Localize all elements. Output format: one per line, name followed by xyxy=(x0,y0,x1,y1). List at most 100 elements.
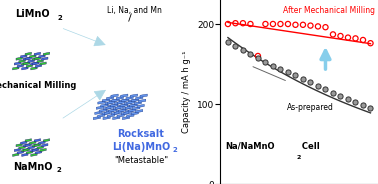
Polygon shape xyxy=(43,139,50,142)
Polygon shape xyxy=(95,111,102,114)
Polygon shape xyxy=(16,144,22,147)
Polygon shape xyxy=(28,59,34,63)
Polygon shape xyxy=(12,67,19,70)
Polygon shape xyxy=(116,109,123,113)
Polygon shape xyxy=(25,52,31,55)
Polygon shape xyxy=(42,57,48,60)
Polygon shape xyxy=(124,111,131,114)
Polygon shape xyxy=(39,141,45,144)
Polygon shape xyxy=(22,153,28,156)
Polygon shape xyxy=(37,59,43,63)
Point xyxy=(338,35,344,38)
Polygon shape xyxy=(111,94,118,97)
Point xyxy=(270,22,276,25)
Polygon shape xyxy=(131,99,139,102)
Polygon shape xyxy=(23,144,30,147)
Polygon shape xyxy=(23,62,30,65)
Polygon shape xyxy=(124,101,132,105)
Point xyxy=(315,25,321,28)
Polygon shape xyxy=(28,146,34,149)
Polygon shape xyxy=(120,104,127,107)
Polygon shape xyxy=(17,64,23,68)
Point xyxy=(300,23,306,26)
Text: 2: 2 xyxy=(297,155,301,160)
Polygon shape xyxy=(109,99,117,102)
Y-axis label: Capacity / mA h g⁻¹: Capacity / mA h g⁻¹ xyxy=(182,51,191,133)
Polygon shape xyxy=(135,109,143,113)
Polygon shape xyxy=(43,52,50,55)
Polygon shape xyxy=(93,116,101,120)
Polygon shape xyxy=(98,114,105,117)
Polygon shape xyxy=(112,99,119,102)
Polygon shape xyxy=(116,106,123,109)
Polygon shape xyxy=(33,62,39,65)
Polygon shape xyxy=(123,107,130,110)
Polygon shape xyxy=(131,112,138,115)
Polygon shape xyxy=(101,104,108,107)
Polygon shape xyxy=(19,146,25,149)
Polygon shape xyxy=(114,111,121,114)
Polygon shape xyxy=(126,96,133,100)
Point xyxy=(300,78,306,81)
Point xyxy=(293,23,299,26)
Polygon shape xyxy=(33,57,39,60)
Polygon shape xyxy=(31,62,37,65)
Polygon shape xyxy=(137,104,144,108)
Text: Li(Na)MnO: Li(Na)MnO xyxy=(112,142,170,152)
Polygon shape xyxy=(99,109,107,112)
Text: Cell: Cell xyxy=(299,142,320,151)
Polygon shape xyxy=(140,94,147,97)
Point xyxy=(307,24,313,27)
Polygon shape xyxy=(42,144,48,147)
Polygon shape xyxy=(25,139,31,142)
Polygon shape xyxy=(133,107,140,110)
Polygon shape xyxy=(109,109,116,112)
Polygon shape xyxy=(126,109,133,113)
Point xyxy=(262,22,268,25)
Point xyxy=(248,53,254,56)
Polygon shape xyxy=(33,144,39,147)
Polygon shape xyxy=(102,99,110,102)
Polygon shape xyxy=(34,57,40,60)
Polygon shape xyxy=(112,112,119,115)
Polygon shape xyxy=(118,104,125,108)
Polygon shape xyxy=(105,101,112,105)
Polygon shape xyxy=(117,101,124,104)
Point xyxy=(360,38,366,41)
Polygon shape xyxy=(31,153,37,156)
Polygon shape xyxy=(113,107,121,110)
Polygon shape xyxy=(119,99,126,102)
Text: 2: 2 xyxy=(56,167,61,174)
Polygon shape xyxy=(127,114,134,117)
Point xyxy=(367,107,373,109)
Text: 2: 2 xyxy=(172,147,177,153)
Point xyxy=(240,49,246,52)
Polygon shape xyxy=(14,62,21,65)
Point xyxy=(307,81,313,84)
Polygon shape xyxy=(40,62,46,65)
Point xyxy=(262,60,268,63)
Polygon shape xyxy=(106,106,113,109)
Point xyxy=(330,33,336,36)
Polygon shape xyxy=(26,151,33,154)
Point xyxy=(232,22,239,25)
Point xyxy=(315,84,321,87)
Text: "Metastable": "Metastable" xyxy=(114,156,168,165)
Polygon shape xyxy=(29,55,36,58)
Polygon shape xyxy=(108,104,115,108)
Point xyxy=(270,64,276,67)
Polygon shape xyxy=(34,139,40,142)
Text: 2: 2 xyxy=(57,15,62,21)
Polygon shape xyxy=(104,111,112,114)
Polygon shape xyxy=(29,141,36,144)
Polygon shape xyxy=(110,104,118,107)
Polygon shape xyxy=(102,112,109,115)
Polygon shape xyxy=(25,57,31,60)
Polygon shape xyxy=(37,146,43,149)
Text: Rocksalt: Rocksalt xyxy=(118,129,164,139)
Text: Mechanical Milling: Mechanical Milling xyxy=(0,81,77,90)
Text: Na/NaMnO: Na/NaMnO xyxy=(225,142,275,151)
Point xyxy=(352,37,358,40)
Point xyxy=(285,70,291,73)
Polygon shape xyxy=(39,55,45,58)
